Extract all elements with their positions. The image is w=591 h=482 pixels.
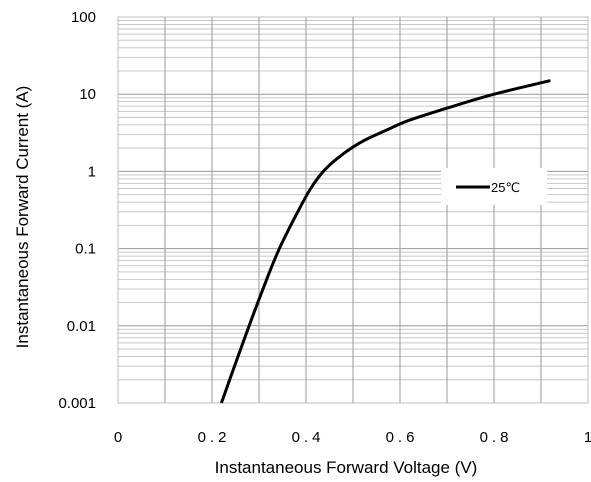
- major-gridlines: [118, 16, 589, 404]
- x-tick-label: 0.2: [198, 429, 231, 446]
- x-tick-label: 0.6: [386, 429, 419, 446]
- x-axis-tick-labels: 0 0.2 0.4 0.6 0.8 1: [114, 429, 591, 446]
- x-tick-label: 0.4: [292, 429, 325, 446]
- y-axis-tick-labels: 0.001 0.01 0.1 1 10 100: [58, 9, 96, 412]
- legend: 25℃: [441, 168, 547, 205]
- x-tick-label: 0: [114, 429, 126, 446]
- x-tick-label: 0.8: [480, 429, 513, 446]
- legend-label-25c: 25℃: [491, 180, 520, 195]
- y-tick-label: 10: [79, 86, 96, 103]
- plot-area-frame: [117, 16, 589, 404]
- series-line-25c: [219, 79, 551, 404]
- y-axis-title: Instantaneous Forward Current (A): [13, 86, 32, 349]
- y-tick-label: 0.001: [58, 395, 96, 412]
- y-tick-label: 1: [88, 163, 96, 180]
- y-tick-label: 0.01: [67, 318, 96, 335]
- y-tick-label: 0.1: [75, 241, 96, 258]
- x-axis-title: Instantaneous Forward Voltage (V): [215, 458, 478, 477]
- series-layer: [219, 79, 551, 404]
- y-tick-label: 100: [71, 9, 96, 26]
- x-tick-label: 1: [584, 429, 591, 446]
